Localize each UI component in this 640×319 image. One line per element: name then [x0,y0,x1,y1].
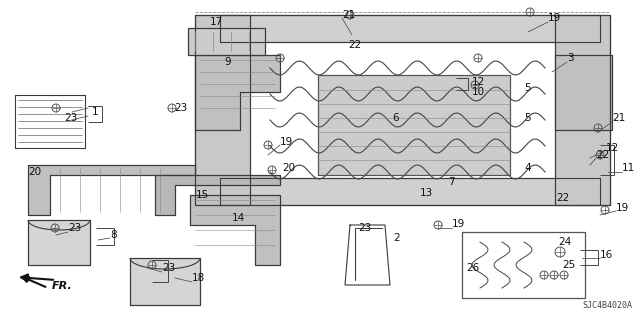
Polygon shape [555,15,610,205]
Text: 22: 22 [348,40,361,50]
Polygon shape [195,55,280,130]
Text: 25: 25 [562,260,575,270]
Polygon shape [555,55,612,130]
Text: FR.: FR. [52,281,73,291]
Text: 16: 16 [600,250,613,260]
Text: 6: 6 [392,113,399,123]
Text: 23: 23 [162,263,175,273]
Text: 20: 20 [282,163,295,173]
Text: 19: 19 [616,203,629,213]
Polygon shape [155,175,280,215]
Text: 23: 23 [174,103,188,113]
Polygon shape [220,178,600,205]
Text: 19: 19 [280,137,293,147]
Text: 7: 7 [448,177,454,187]
Polygon shape [28,165,195,215]
Text: 21: 21 [342,10,355,20]
Text: 22: 22 [556,193,569,203]
Text: 20: 20 [28,167,41,177]
Text: 15: 15 [196,190,209,200]
Text: 9: 9 [225,57,231,67]
Text: 23: 23 [64,113,77,123]
Text: 5: 5 [524,113,531,123]
Text: 8: 8 [110,230,116,240]
Text: 23: 23 [68,223,81,233]
Text: 4: 4 [524,163,531,173]
Polygon shape [28,220,90,265]
Text: 12: 12 [606,143,620,153]
Polygon shape [188,28,265,55]
Text: 23: 23 [358,223,371,233]
Text: 22: 22 [596,150,609,160]
Text: SJC4B4020A: SJC4B4020A [582,301,632,310]
Text: 21: 21 [612,113,625,123]
Polygon shape [195,15,250,205]
Text: 10: 10 [472,87,485,97]
Text: 14: 14 [232,213,245,223]
Polygon shape [130,258,200,305]
Text: 12: 12 [472,77,485,87]
Polygon shape [190,195,280,265]
Text: 26: 26 [466,263,479,273]
Text: 19: 19 [548,13,561,23]
Text: 17: 17 [209,17,223,27]
Text: 18: 18 [192,273,205,283]
Text: 24: 24 [558,237,572,247]
Text: 5: 5 [524,83,531,93]
Text: 13: 13 [420,188,433,198]
Polygon shape [220,15,600,42]
Text: 11: 11 [622,163,636,173]
Text: 19: 19 [452,219,465,229]
Text: 3: 3 [567,53,573,63]
Polygon shape [318,75,510,175]
Text: 2: 2 [393,233,399,243]
Text: 1: 1 [92,107,99,117]
